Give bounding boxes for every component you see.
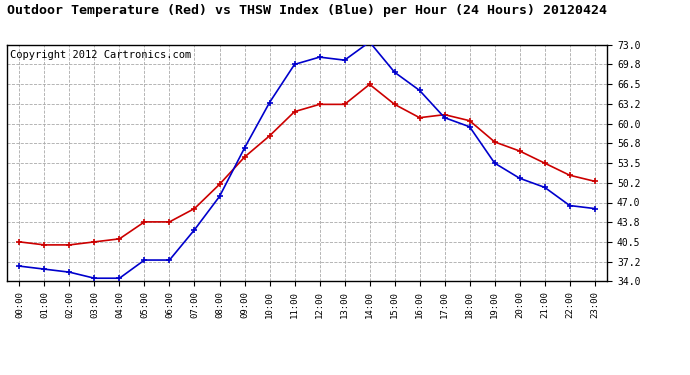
Text: Outdoor Temperature (Red) vs THSW Index (Blue) per Hour (24 Hours) 20120424: Outdoor Temperature (Red) vs THSW Index … (7, 4, 607, 17)
Text: Copyright 2012 Cartronics.com: Copyright 2012 Cartronics.com (10, 50, 191, 60)
